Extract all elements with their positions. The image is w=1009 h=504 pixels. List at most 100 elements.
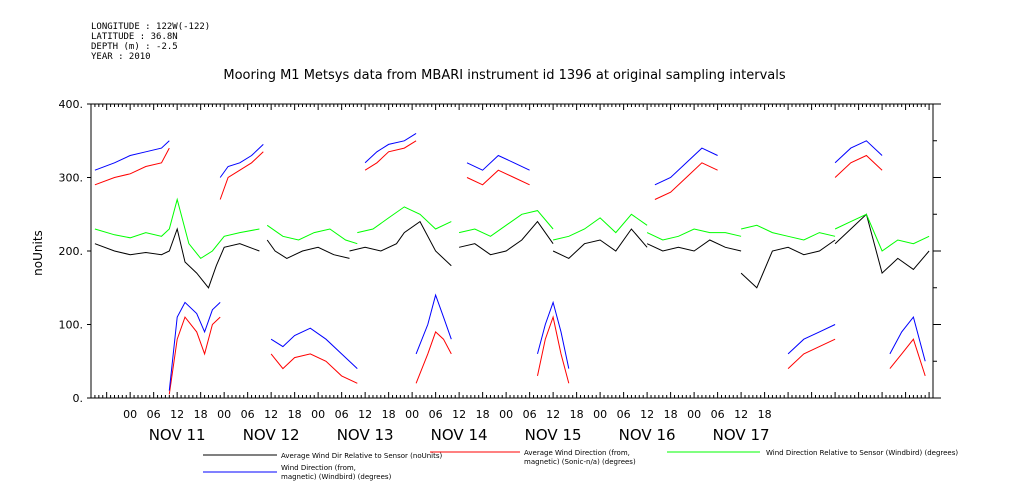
- x-day-label: NOV 13: [337, 426, 394, 444]
- y-tick-label: 200.: [59, 245, 84, 258]
- series-line: [834, 213, 930, 252]
- series-line: [889, 316, 926, 362]
- x-tick-label: 18: [382, 408, 396, 421]
- series-line: [466, 169, 530, 186]
- x-day-label: NOV 16: [619, 426, 676, 444]
- y-tick-label: 300.: [59, 172, 84, 185]
- series-line: [349, 220, 452, 267]
- series-line: [787, 324, 836, 355]
- series-line: [364, 140, 417, 171]
- x-tick-label: 00: [405, 408, 419, 421]
- x-tick-label: 18: [758, 408, 772, 421]
- series-line: [787, 338, 836, 369]
- x-tick-label: 00: [217, 408, 231, 421]
- x-day-label: NOV 11: [149, 426, 206, 444]
- series-line: [646, 239, 742, 252]
- x-tick-label: 06: [523, 408, 537, 421]
- plot-frame: [90, 103, 934, 399]
- series-line: [834, 154, 883, 178]
- series-0: [94, 213, 930, 289]
- series-line: [740, 239, 836, 289]
- series-line: [94, 227, 260, 289]
- series-3: [94, 132, 926, 391]
- series-line: [552, 213, 648, 241]
- series-line: [646, 228, 742, 241]
- y-tick-label: 100.: [59, 319, 84, 332]
- x-tick-label: 00: [311, 408, 325, 421]
- x-tick-label: 18: [570, 408, 584, 421]
- series-line: [834, 213, 930, 275]
- x-tick-label: 00: [123, 408, 137, 421]
- series-line: [266, 224, 358, 245]
- year-label: YEAR : 2010: [91, 52, 151, 62]
- legend-label-green: Wind Direction Relative to Sensor (Windb…: [766, 449, 958, 457]
- series-line: [740, 224, 836, 241]
- legend: Average Wind Dir Relative to Sensor (noU…: [203, 449, 958, 481]
- series-line: [357, 206, 452, 234]
- series-2: [94, 197, 930, 260]
- series-line: [537, 300, 570, 369]
- series-line: [552, 228, 648, 259]
- series-line: [364, 132, 417, 164]
- x-tick-label: 12: [358, 408, 372, 421]
- longitude-label: LONGITUDE : 122W(-122): [91, 22, 211, 32]
- x-day-label: NOV 17: [713, 426, 770, 444]
- x-tick-label: 06: [335, 408, 349, 421]
- x-tick-label: 00: [499, 408, 513, 421]
- x-tick-label: 18: [476, 408, 490, 421]
- series-line: [458, 210, 554, 237]
- series-line: [466, 154, 530, 171]
- x-tick-label: 06: [617, 408, 631, 421]
- legend-label-blue-2: magnetic) (Windbird) (degrees): [281, 473, 392, 481]
- x-day-label: NOV 15: [525, 426, 582, 444]
- latitude-label: LATITUDE : 36.8N: [91, 32, 178, 42]
- y-tick-label: 0.: [73, 392, 84, 405]
- series-layer: [94, 132, 930, 395]
- legend-label-red-2: magnetic) (Sonic-n/a) (degrees): [524, 458, 636, 466]
- x-tick-label: 12: [640, 408, 654, 421]
- series-line: [654, 162, 718, 200]
- series-line: [94, 197, 260, 260]
- series-line: [168, 301, 221, 391]
- series-line: [168, 316, 221, 395]
- series-line: [889, 338, 926, 377]
- x-tick-label: 00: [593, 408, 607, 421]
- y-axis-label: noUnits: [31, 230, 45, 276]
- series-1: [94, 140, 926, 395]
- plot-border: [90, 103, 934, 399]
- x-tick-label: 06: [241, 408, 255, 421]
- series-line: [415, 293, 452, 355]
- x-tick-label: 12: [546, 408, 560, 421]
- x-day-label: NOV 14: [431, 426, 488, 444]
- legend-label-black: Average Wind Dir Relative to Sensor (noU…: [281, 452, 442, 460]
- chart-title: Mooring M1 Metsys data from MBARI instru…: [223, 68, 786, 83]
- series-line: [219, 144, 264, 178]
- series-line: [270, 353, 358, 384]
- x-tick-label: 06: [147, 408, 161, 421]
- series-line: [219, 151, 264, 200]
- x-tick-label: 12: [170, 408, 184, 421]
- x-tick-label: 06: [711, 408, 725, 421]
- legend-label-red-1: Average Wind Direction (from,: [524, 449, 630, 457]
- axis-ticks: 00 06 12 18 00 06 12 18 00 06 12 18 00 06 12 18 00 06 12 18…: [59, 98, 941, 444]
- x-tick-label: 18: [194, 408, 208, 421]
- series-line: [266, 239, 350, 259]
- x-tick-label: 18: [288, 408, 302, 421]
- metadata-block: LONGITUDE : 122W(-122) LATITUDE : 36.8N …: [91, 22, 210, 62]
- series-line: [654, 147, 718, 186]
- x-day-label: NOV 12: [243, 426, 300, 444]
- series-line: [415, 331, 452, 384]
- x-tick-label: 12: [264, 408, 278, 421]
- y-tick-label: 400.: [59, 98, 84, 111]
- depth-label: DEPTH (m) : -2.5: [91, 42, 178, 52]
- series-line: [94, 147, 170, 186]
- series-line: [537, 315, 570, 384]
- series-line: [94, 140, 170, 171]
- x-tick-label: 06: [429, 408, 443, 421]
- series-line: [270, 327, 358, 369]
- legend-label-blue-1: Wind Direction (from,: [281, 464, 356, 472]
- x-tick-label: 12: [452, 408, 466, 421]
- series-line: [834, 140, 883, 164]
- x-tick-label: 12: [734, 408, 748, 421]
